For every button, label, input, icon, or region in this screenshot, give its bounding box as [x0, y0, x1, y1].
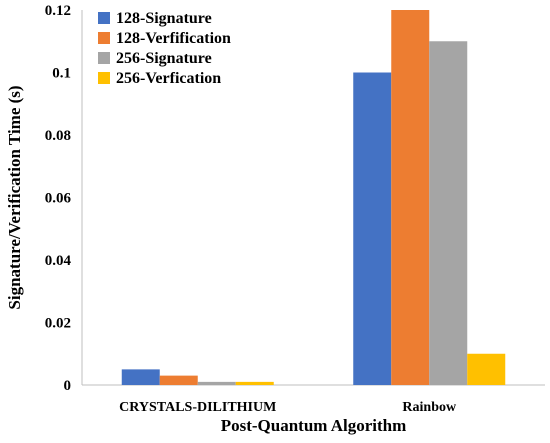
y-tick-label: 0.12: [45, 3, 71, 19]
y-axis-title: Signature/Verification Time (s): [5, 85, 24, 309]
y-tick-label: 0.02: [45, 316, 71, 332]
y-tick-label: 0.06: [45, 191, 72, 207]
x-axis-categories: CRYSTALS-DILITHIUM Rainbow: [119, 400, 457, 415]
x-axis-title: Post-Quantum Algorithm: [221, 416, 407, 435]
x-category-label: CRYSTALS-DILITHIUM: [119, 400, 276, 415]
bars-group: [121, 10, 506, 385]
legend: 128-Signature 128-Verfification 256-Signat…: [98, 10, 231, 87]
bar: [235, 381, 274, 385]
legend-swatch: [98, 52, 110, 64]
legend-label: 128-Signature: [116, 10, 212, 27]
bar: [121, 369, 160, 385]
legend-swatch: [98, 72, 110, 84]
y-tick-label: 0.04: [45, 253, 72, 269]
x-category-label: Rainbow: [402, 400, 457, 415]
legend-label: 256-Verfication: [116, 70, 221, 87]
legend-swatch: [98, 12, 110, 24]
bar: [429, 41, 468, 385]
legend-swatch: [98, 32, 110, 44]
bar: [467, 353, 506, 385]
legend-label: 128-Verfification: [116, 30, 231, 47]
legend-label: 256-Signature: [116, 50, 212, 67]
y-axis-ticks: 0 0.02 0.04 0.06 0.08 0.1 0.12: [45, 3, 72, 394]
bar: [197, 381, 236, 385]
bar: [159, 375, 198, 385]
y-tick-label: 0.08: [45, 128, 71, 144]
bar: [391, 10, 430, 385]
y-tick-label: 0: [64, 378, 72, 394]
y-tick-label: 0.1: [52, 66, 71, 82]
bar: [353, 72, 392, 385]
